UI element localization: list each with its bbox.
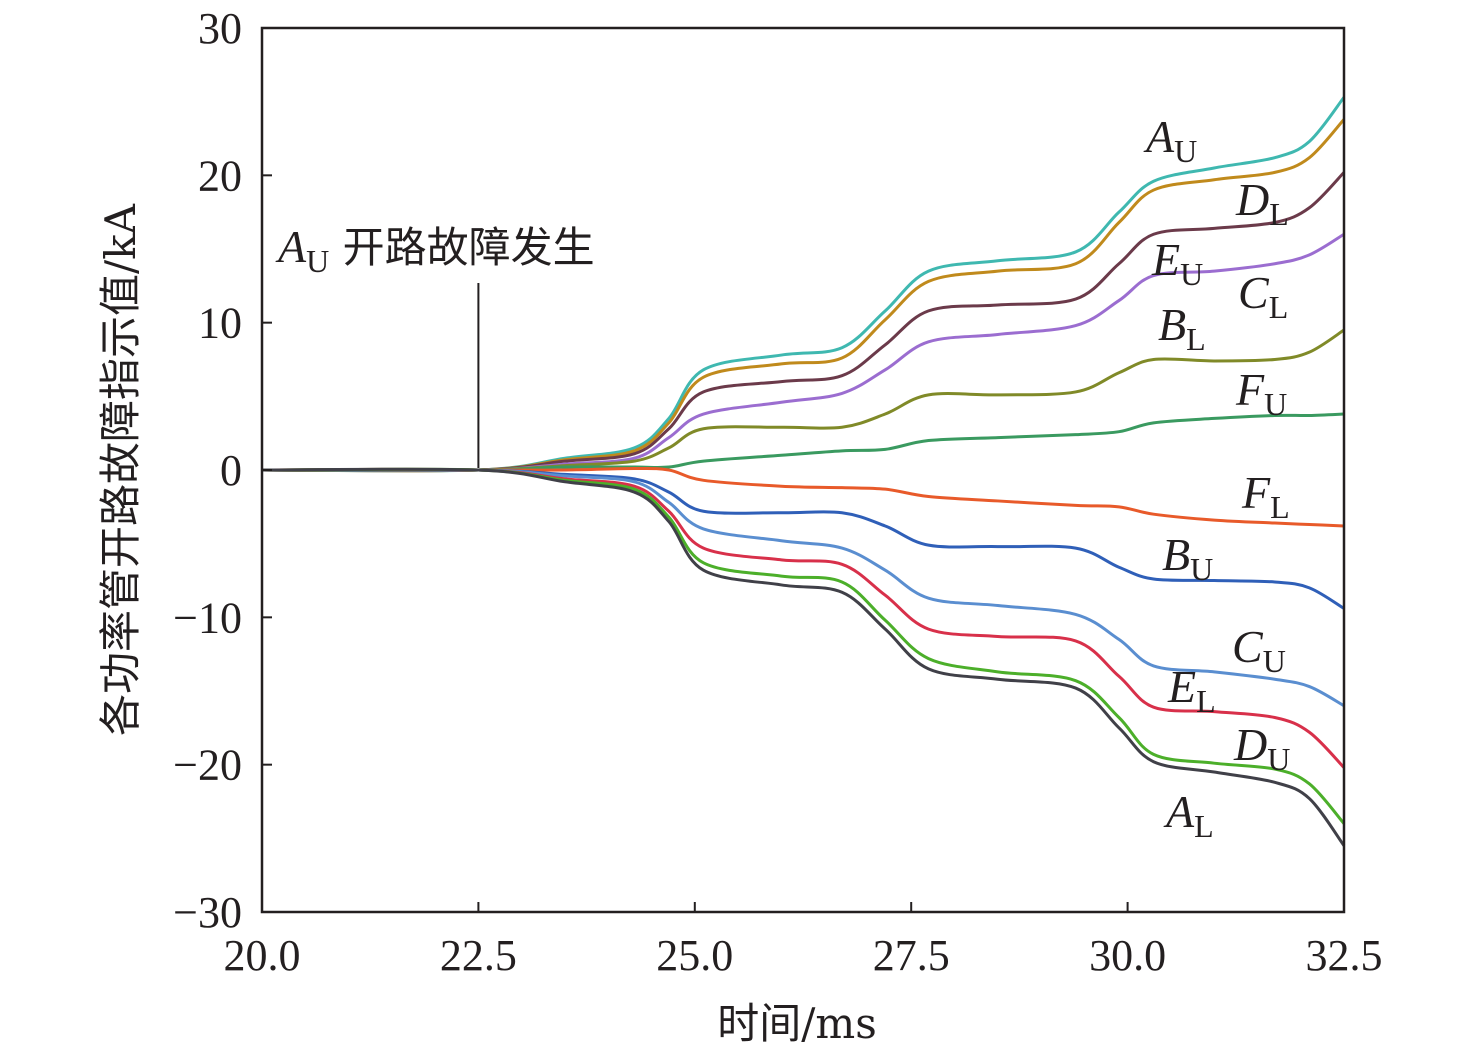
x-axis-label: 时间/ms	[717, 999, 877, 1048]
y-tick-label: 30	[198, 4, 242, 53]
annotation-text: AU 开路故障发生	[275, 221, 595, 279]
series-line-d-u	[261, 467, 1346, 825]
series-line-b-u	[261, 468, 1345, 610]
series-label-a-l: AL	[1163, 786, 1214, 844]
x-tick-label: 30.0	[1089, 931, 1166, 980]
x-tick-label: 20.0	[224, 931, 301, 980]
series-label-a-u: AU	[1143, 111, 1197, 169]
series-line-f-u	[261, 412, 1345, 472]
series-label-d-u: DU	[1233, 719, 1290, 777]
x-tick-label: 27.5	[873, 931, 950, 980]
y-tick-label: 10	[198, 299, 242, 348]
y-axis-label: 各功率管开路故障指示值/kA	[96, 203, 145, 736]
fault-annotation: AU 开路故障发生	[275, 221, 595, 468]
y-tick-label: −30	[173, 888, 242, 937]
y-tick-label: −20	[173, 741, 242, 790]
y-tick-label: −10	[173, 593, 242, 642]
series-line-a-u	[261, 96, 1346, 473]
series-label-e-u: EU	[1151, 234, 1203, 292]
series-label-c-u: CU	[1232, 621, 1286, 679]
series-label-c-l: CL	[1238, 267, 1288, 325]
series-line-e-l	[261, 467, 1346, 769]
x-tick-label: 32.5	[1306, 931, 1383, 980]
series-label-b-l: BL	[1158, 299, 1206, 357]
x-tick-label: 25.0	[656, 931, 733, 980]
series-label-e-l: EL	[1167, 661, 1216, 719]
series-labels: AU DL EU CL BL FU FL BU CU EL DU AL	[1143, 111, 1290, 844]
y-tick-label: 0	[220, 446, 242, 495]
y-tick-label: 20	[198, 151, 242, 200]
series-label-d-l: DL	[1235, 174, 1289, 232]
series-line-f-l	[262, 466, 1345, 528]
ticks-layer: 20.0 22.5 25.0 27.5 30.0 32.5 30 20 10 0 −10 −20 −30	[173, 4, 1382, 980]
series-layer	[261, 96, 1346, 847]
series-line-a-l	[261, 467, 1346, 847]
series-line-b-l	[261, 328, 1345, 472]
series-line-d-l	[261, 118, 1346, 473]
series-line-c-l	[261, 232, 1345, 472]
series-line-c-u	[261, 468, 1345, 708]
x-tick-label: 22.5	[440, 931, 517, 980]
series-label-f-l: FL	[1241, 467, 1290, 525]
series-label-f-u: FU	[1235, 364, 1287, 422]
series-label-b-u: BU	[1162, 529, 1213, 587]
series-line-e-u	[261, 171, 1346, 473]
